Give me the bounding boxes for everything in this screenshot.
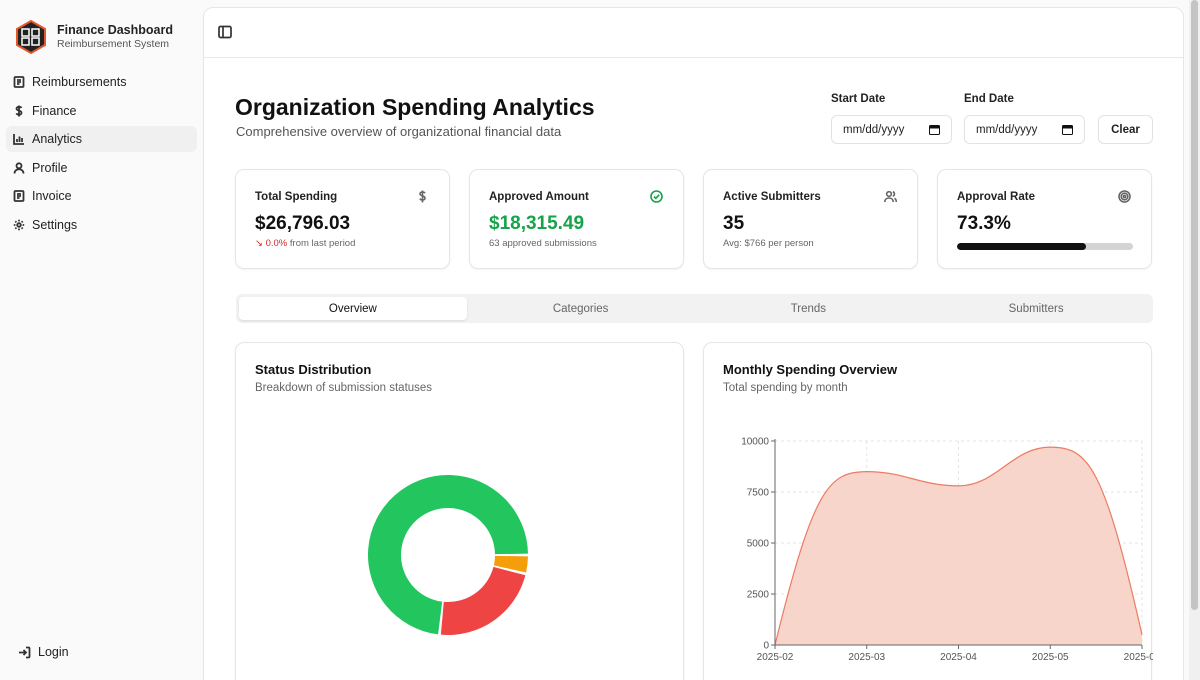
receipt-icon bbox=[13, 190, 25, 203]
sidebar-item-reimbursements[interactable]: Reimbursements bbox=[6, 69, 197, 95]
users-icon bbox=[884, 190, 898, 203]
stat-value: 35 bbox=[723, 213, 745, 234]
login-button[interactable]: Login bbox=[18, 645, 69, 659]
end-date-label: End Date bbox=[964, 93, 1014, 105]
scrollbar-thumb[interactable] bbox=[1191, 0, 1198, 610]
approval-progress-fill bbox=[957, 243, 1086, 250]
tab-categories[interactable]: Categories bbox=[552, 302, 609, 315]
approval-rate-card: Approval Rate 73.3% bbox=[937, 169, 1152, 269]
stat-label: Total Spending bbox=[255, 191, 338, 203]
end-date-placeholder: mm/dd/yyyy bbox=[976, 123, 1038, 136]
sidebar-item-settings[interactable]: Settings bbox=[6, 212, 197, 238]
calendar-icon bbox=[1062, 125, 1073, 135]
approved-amount-card: Approved Amount $18,315.49 63 approved s… bbox=[469, 169, 684, 269]
sidebar-item-label: Profile bbox=[32, 160, 68, 175]
user-icon bbox=[13, 162, 25, 174]
sidebar-item-label: Analytics bbox=[32, 132, 83, 147]
dollar-icon bbox=[15, 105, 23, 117]
status-distribution-card: Status Distribution Breakdown of submiss… bbox=[235, 342, 684, 680]
stat-change: ↘ 0.0% from last period bbox=[255, 238, 355, 249]
approval-progress-bar bbox=[957, 243, 1133, 250]
brand-title: Finance Dashboard bbox=[57, 23, 173, 37]
logo-icon bbox=[16, 20, 46, 54]
chart-subtitle: Total spending by month bbox=[723, 382, 848, 394]
check-circle-icon bbox=[650, 190, 663, 203]
sidebar-item-label: Settings bbox=[32, 217, 78, 232]
clear-button[interactable]: Clear bbox=[1098, 115, 1153, 144]
stat-value: $26,796.03 bbox=[255, 213, 351, 234]
stat-label: Approved Amount bbox=[489, 191, 589, 203]
tab-overview[interactable]: Overview bbox=[239, 297, 467, 320]
stat-value: $18,315.49 bbox=[489, 213, 585, 234]
pie-slice-0[interactable] bbox=[368, 475, 528, 635]
total-spending-card: Total Spending $26,796.03 ↘ 0.0% from la… bbox=[235, 169, 450, 269]
login-label: Login bbox=[38, 645, 69, 659]
chart-subtitle: Breakdown of submission statuses bbox=[255, 382, 433, 394]
x-tick-label: 2025-03 bbox=[848, 652, 885, 663]
stat-change-suffix: from last period bbox=[289, 238, 356, 249]
x-tick-label: 2025-07 bbox=[1124, 652, 1153, 663]
y-tick-label: 7500 bbox=[747, 488, 770, 499]
y-tick-label: 5000 bbox=[747, 539, 770, 550]
start-date-placeholder: mm/dd/yyyy bbox=[843, 123, 905, 136]
sidebar-item-finance[interactable]: Finance bbox=[6, 98, 197, 124]
page-title: Organization Spending Analytics bbox=[235, 94, 595, 120]
stat-sub: 63 approved submissions bbox=[489, 238, 597, 249]
sidebar-item-label: Finance bbox=[32, 103, 77, 118]
dollar-icon bbox=[416, 190, 429, 203]
bar-chart-icon bbox=[13, 134, 24, 146]
start-date-input[interactable]: mm/dd/yyyy bbox=[831, 115, 952, 144]
series-line bbox=[774, 446, 1143, 646]
stat-value: 73.3% bbox=[957, 213, 1011, 234]
stat-label: Active Submitters bbox=[723, 191, 821, 203]
panel-left-icon bbox=[218, 25, 232, 39]
sidebar-item-label: Invoice bbox=[32, 189, 72, 204]
x-tick-label: 2025-04 bbox=[940, 652, 977, 663]
chart-title: Monthly Spending Overview bbox=[723, 362, 898, 377]
page-subtitle: Comprehensive overview of organizational… bbox=[236, 124, 562, 139]
area-fill bbox=[775, 447, 1142, 645]
x-tick-label: 2025-02 bbox=[757, 652, 794, 663]
sidebar: Finance Dashboard Reimbursement System R… bbox=[0, 0, 203, 680]
tab-list: Overview Categories Trends Submitters bbox=[236, 294, 1153, 323]
stat-sub: Avg: $766 per person bbox=[723, 238, 814, 249]
stat-label: Approval Rate bbox=[957, 191, 1035, 203]
pie-slice-1[interactable] bbox=[440, 566, 526, 635]
chart-title: Status Distribution bbox=[255, 362, 372, 377]
donut-chart bbox=[368, 475, 528, 635]
sidebar-item-label: Reimbursements bbox=[32, 75, 127, 89]
sidebar-item-invoice[interactable]: Invoice bbox=[6, 183, 197, 209]
y-tick-label: 0 bbox=[763, 641, 769, 652]
area-chart: 0 2500 5000 7500 10000 2025-02 2025-03 2025-04 2… bbox=[741, 437, 1153, 664]
gear-icon bbox=[13, 219, 25, 231]
sidebar-toggle-button[interactable] bbox=[218, 25, 232, 39]
page-scrollbar[interactable] bbox=[1189, 0, 1200, 680]
target-icon bbox=[1118, 190, 1131, 203]
y-tick-label: 2500 bbox=[747, 590, 770, 601]
active-submitters-card: Active Submitters 35 Avg: $766 per perso… bbox=[703, 169, 918, 269]
main-panel: Organization Spending Analytics Comprehe… bbox=[203, 7, 1184, 680]
x-tick-label: 2025-05 bbox=[1032, 652, 1069, 663]
monthly-spending-card: Monthly Spending Overview Total spending… bbox=[703, 342, 1153, 680]
calendar-icon bbox=[929, 125, 940, 135]
login-icon bbox=[19, 646, 31, 658]
end-date-input[interactable]: mm/dd/yyyy bbox=[964, 115, 1085, 144]
brand[interactable]: Finance Dashboard Reimbursement System bbox=[14, 20, 173, 54]
top-bar bbox=[204, 8, 1183, 58]
sidebar-item-profile[interactable]: Profile bbox=[6, 155, 197, 181]
pie-slice-2[interactable] bbox=[493, 555, 528, 573]
receipt-icon bbox=[13, 76, 25, 88]
tab-submitters[interactable]: Submitters bbox=[1008, 302, 1064, 315]
start-date-label: Start Date bbox=[831, 93, 886, 105]
sidebar-nav: Reimbursements Finance Analytics Profile… bbox=[6, 69, 197, 241]
y-tick-label: 10000 bbox=[741, 437, 769, 448]
brand-subtitle: Reimbursement System bbox=[57, 38, 170, 50]
sidebar-item-analytics[interactable]: Analytics bbox=[6, 126, 197, 153]
tab-trends[interactable]: Trends bbox=[790, 302, 827, 315]
stat-change-value: ↘ 0.0% bbox=[255, 238, 288, 249]
